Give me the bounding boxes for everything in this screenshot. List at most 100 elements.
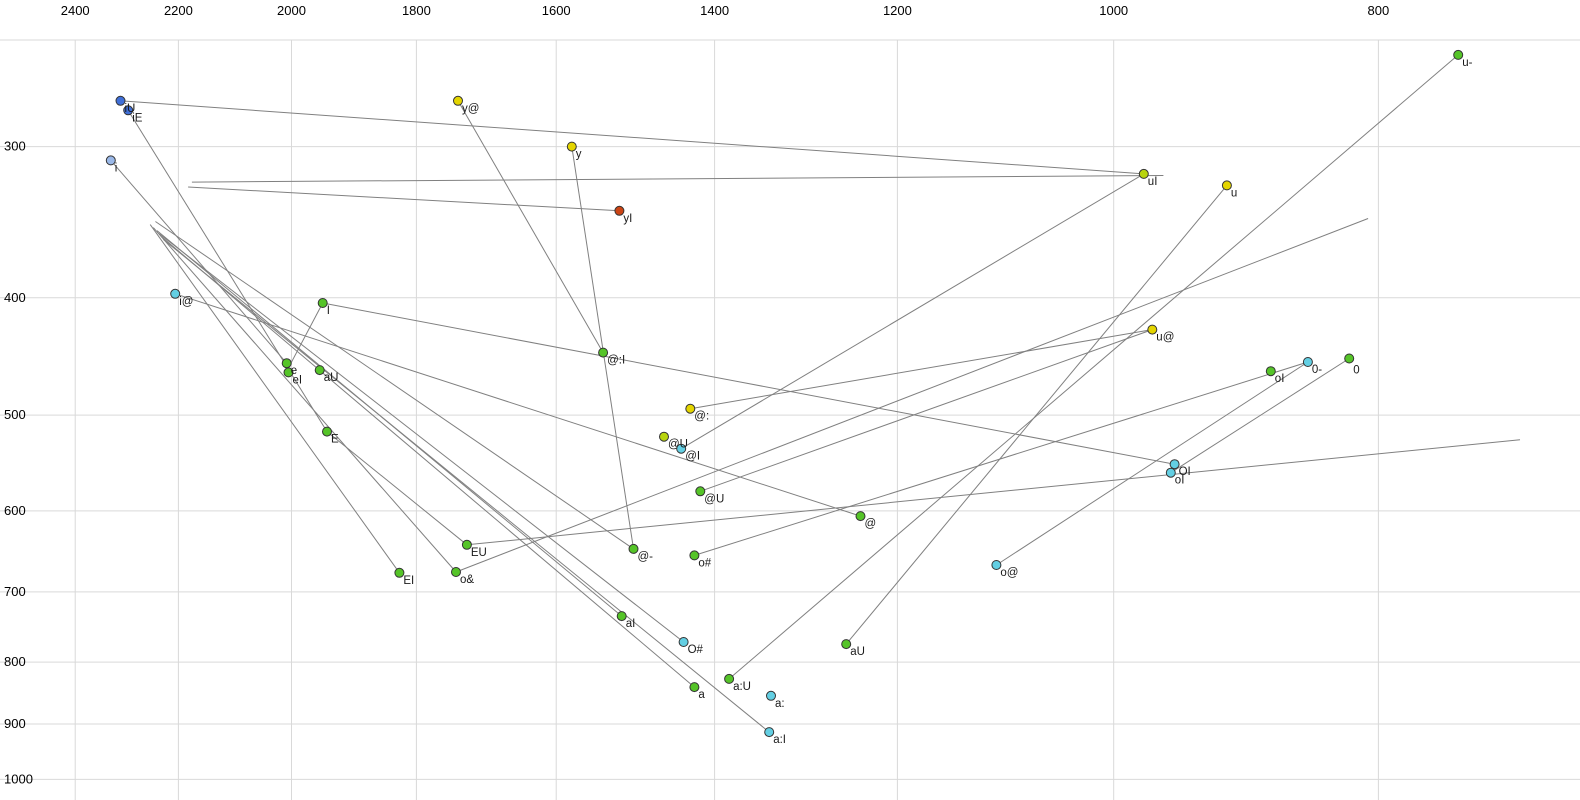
diphthong-line — [149, 224, 400, 574]
y-tick-label: 600 — [4, 503, 26, 518]
vowel-point[interactable] — [1302, 357, 1313, 367]
vowel-point[interactable] — [115, 95, 126, 106]
vowel-point-label: iU — [125, 103, 136, 115]
vowel-point[interactable] — [281, 358, 292, 369]
vowel-point-label: u@ — [1156, 332, 1174, 344]
diphthong-line — [152, 227, 457, 573]
vowel-point[interactable] — [1138, 168, 1149, 179]
vowel-point[interactable] — [453, 95, 463, 106]
x-tick-label: 1400 — [700, 3, 729, 18]
vowel-point-label: a — [698, 689, 705, 701]
vowel-point[interactable] — [991, 560, 1002, 570]
diphthong-line — [322, 302, 1175, 465]
vowel-point[interactable] — [1221, 180, 1232, 191]
vowel-point-label: @U — [668, 439, 688, 451]
vowel-point-label: @U — [704, 493, 724, 505]
diphthong-line — [155, 221, 634, 550]
vowel-point-label: e — [291, 365, 297, 377]
vowel-point[interactable] — [614, 205, 625, 216]
vowel-point[interactable] — [1344, 353, 1355, 364]
vowel-point[interactable] — [855, 511, 866, 522]
vowel-point-label: eI — [293, 374, 303, 386]
vowel-point[interactable] — [461, 539, 472, 550]
vowel-point[interactable] — [659, 431, 669, 442]
diphthong-line — [110, 160, 288, 364]
vowel-point[interactable] — [322, 426, 332, 437]
vowel-point-label: E — [331, 434, 339, 446]
vowel-point-label: u- — [1462, 57, 1472, 69]
y-tick-label: 400 — [4, 290, 26, 305]
vowel-point-label: i — [115, 162, 118, 174]
y-tick-label: 1000 — [4, 771, 33, 786]
diphthong-line — [690, 329, 1153, 410]
y-tick-label: 300 — [4, 139, 26, 154]
vowel-point[interactable] — [695, 486, 706, 497]
vowel-point[interactable] — [841, 639, 852, 650]
x-tick-label: 2000 — [277, 3, 306, 18]
vowel-point[interactable] — [766, 690, 776, 701]
x-tick-label: 1800 — [402, 3, 431, 18]
vowel-point[interactable] — [616, 611, 627, 622]
vowel-point-label: o# — [698, 557, 711, 569]
vowel-point[interactable] — [724, 673, 735, 684]
vowel-point-label: u — [1231, 187, 1237, 199]
x-tick-label: 2200 — [164, 3, 193, 18]
vowel-point[interactable] — [676, 443, 687, 454]
diphthong-line — [1170, 358, 1350, 474]
diphthong-line — [694, 361, 1309, 556]
diphthong-line — [125, 106, 328, 432]
vowel-point[interactable] — [689, 550, 700, 561]
vowel-point-label: O# — [688, 644, 704, 656]
vowel-point[interactable] — [105, 155, 116, 166]
vowel-point-label: aU — [850, 646, 865, 658]
vowel-point[interactable] — [566, 141, 577, 152]
diphthong-line — [457, 100, 604, 353]
vowel-point-label: aU — [324, 372, 339, 384]
diphthong-line — [286, 302, 324, 372]
x-tick-label: 800 — [1368, 3, 1390, 18]
y-tick-label: 700 — [4, 584, 26, 599]
vowel-point[interactable] — [764, 727, 775, 738]
vowel-point[interactable] — [451, 567, 461, 577]
vowel-point[interactable] — [283, 367, 294, 378]
vowel-point[interactable] — [1453, 49, 1464, 60]
vowel-point[interactable] — [689, 682, 700, 693]
vowel-point-label: @: — [694, 411, 709, 423]
vowel-point-label: a:I — [773, 734, 786, 746]
diphthong-line — [188, 186, 620, 212]
vowel-point[interactable] — [685, 403, 696, 414]
vowel-point-label: I — [327, 305, 330, 317]
vowel-point[interactable] — [123, 105, 134, 116]
vowel-point-label: aI — [626, 618, 636, 630]
vowel-point-label: OI — [1179, 466, 1191, 478]
vowel-point-label: EU — [471, 547, 487, 559]
vowel-point[interactable] — [678, 637, 689, 647]
vowel-point[interactable] — [394, 567, 405, 578]
vowel-point-label: a:U — [733, 681, 751, 693]
vowel-point[interactable] — [628, 543, 639, 554]
y-tick-label: 500 — [4, 407, 26, 422]
vowel-point-label: EI — [403, 575, 414, 587]
vowel-point[interactable] — [1147, 324, 1158, 335]
vowel-point[interactable] — [1265, 366, 1276, 377]
y-tick-label: 900 — [4, 716, 26, 731]
diphthong-line — [326, 431, 468, 546]
vowel-point[interactable] — [1165, 467, 1176, 478]
y-tick-label: 800 — [4, 654, 26, 669]
vowel-point-label: 0 — [1353, 365, 1359, 377]
diphthong-line — [728, 54, 1459, 680]
vowel-point-label: y@ — [462, 103, 479, 115]
diphthong-line — [163, 239, 770, 733]
vowel-point[interactable] — [1169, 459, 1180, 470]
vowel-point[interactable] — [314, 365, 325, 376]
vowel-point-label: i@ — [179, 296, 193, 308]
vowel-point-label: y — [576, 149, 582, 161]
vowel-point[interactable] — [598, 347, 609, 358]
vowel-point[interactable] — [170, 288, 181, 299]
vowel-point[interactable] — [317, 298, 328, 308]
diphthong-line — [996, 361, 1309, 566]
diphthong-line — [175, 293, 861, 517]
vowel-point-label: oI — [1275, 373, 1285, 385]
